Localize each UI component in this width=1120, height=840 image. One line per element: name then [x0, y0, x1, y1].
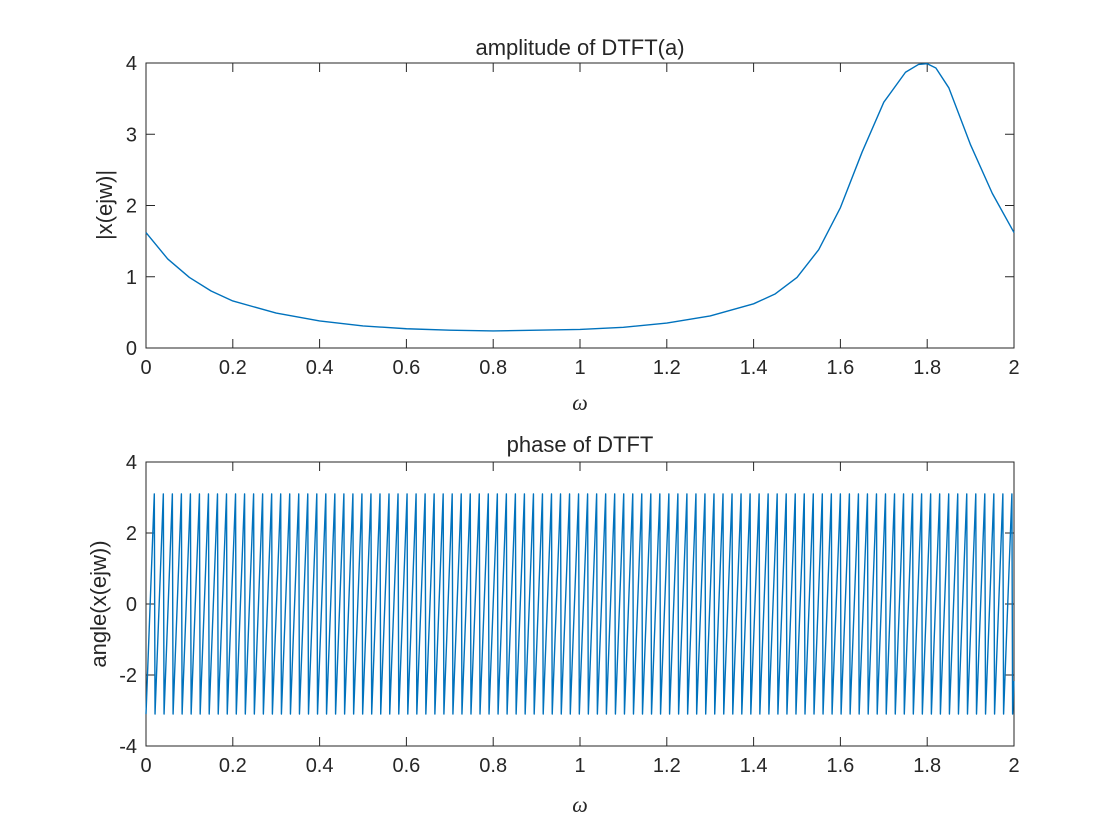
x-tick-label: 1.4: [740, 357, 768, 379]
x-tick-label: 0: [140, 357, 151, 379]
x-tick-label: 0.6: [392, 755, 420, 777]
x-tick-label: 0.2: [219, 357, 247, 379]
y-tick-label: 0: [126, 338, 137, 360]
x-tick-label: 1.2: [653, 755, 681, 777]
series-line: [145, 63, 1015, 332]
y-tick-label: 4: [126, 53, 137, 75]
y-tick-label: 2: [126, 523, 137, 545]
series-line: [145, 493, 1015, 715]
amplitude-panel: amplitude of DTFT(a) 0 0.2 0.4 0.6 0.8 1 1.2 1.…: [92, 35, 1020, 415]
x-tick-label: 0.2: [219, 755, 247, 777]
x-tick-label: 2: [1008, 755, 1019, 777]
phase-x-label: ω: [572, 792, 588, 817]
x-tick-label: 1: [574, 357, 585, 379]
x-tick-label: 1: [574, 755, 585, 777]
y-tick-label: 2: [126, 196, 137, 218]
amplitude-x-ticks: 0 0.2 0.4 0.6 0.8 1 1.2 1.4 1.6 1.8 2: [140, 63, 1020, 379]
y-tick-label: -4: [119, 736, 137, 758]
amplitude-x-label: ω: [572, 390, 588, 415]
x-tick-label: 0.6: [392, 357, 420, 379]
x-tick-label: 2: [1008, 357, 1019, 379]
y-tick-label: 4: [126, 452, 137, 474]
x-tick-label: 1.2: [653, 357, 681, 379]
amplitude-y-label: |x(ejw)|: [92, 170, 117, 240]
x-tick-label: 1.6: [826, 357, 854, 379]
x-tick-label: 1.8: [913, 357, 941, 379]
y-tick-label: 1: [126, 267, 137, 289]
phase-x-ticks: 0 0.2 0.4 0.6 0.8 1 1.2 1.4 1.6 1.8 2: [140, 462, 1020, 777]
amplitude-title: amplitude of DTFT(a): [475, 35, 684, 60]
x-tick-label: 0.4: [306, 755, 334, 777]
x-tick-label: 1.6: [826, 755, 854, 777]
y-tick-label: -2: [119, 665, 137, 687]
x-tick-label: 0.8: [479, 755, 507, 777]
x-tick-label: 0.4: [306, 357, 334, 379]
x-tick-label: 1.8: [913, 755, 941, 777]
x-tick-label: 0.8: [479, 357, 507, 379]
phase-title: phase of DTFT: [507, 432, 654, 457]
amplitude-y-ticks: 0 1 2 3 4: [126, 53, 1014, 360]
amplitude-plot-area: [145, 63, 1015, 332]
amplitude-axes-box: [145, 62, 1015, 349]
y-tick-label: 3: [126, 124, 137, 146]
y-tick-label: 0: [126, 594, 137, 616]
phase-y-label: angle(x(ejw)): [86, 540, 111, 667]
phase-panel: phase of DTFT 0 0.2 0.4 0.6 0.8 1 1.2 1.4 1.6 1.8…: [86, 432, 1020, 817]
x-tick-label: 0: [140, 755, 151, 777]
x-tick-label: 1.4: [740, 755, 768, 777]
phase-plot-area: [145, 493, 1015, 715]
